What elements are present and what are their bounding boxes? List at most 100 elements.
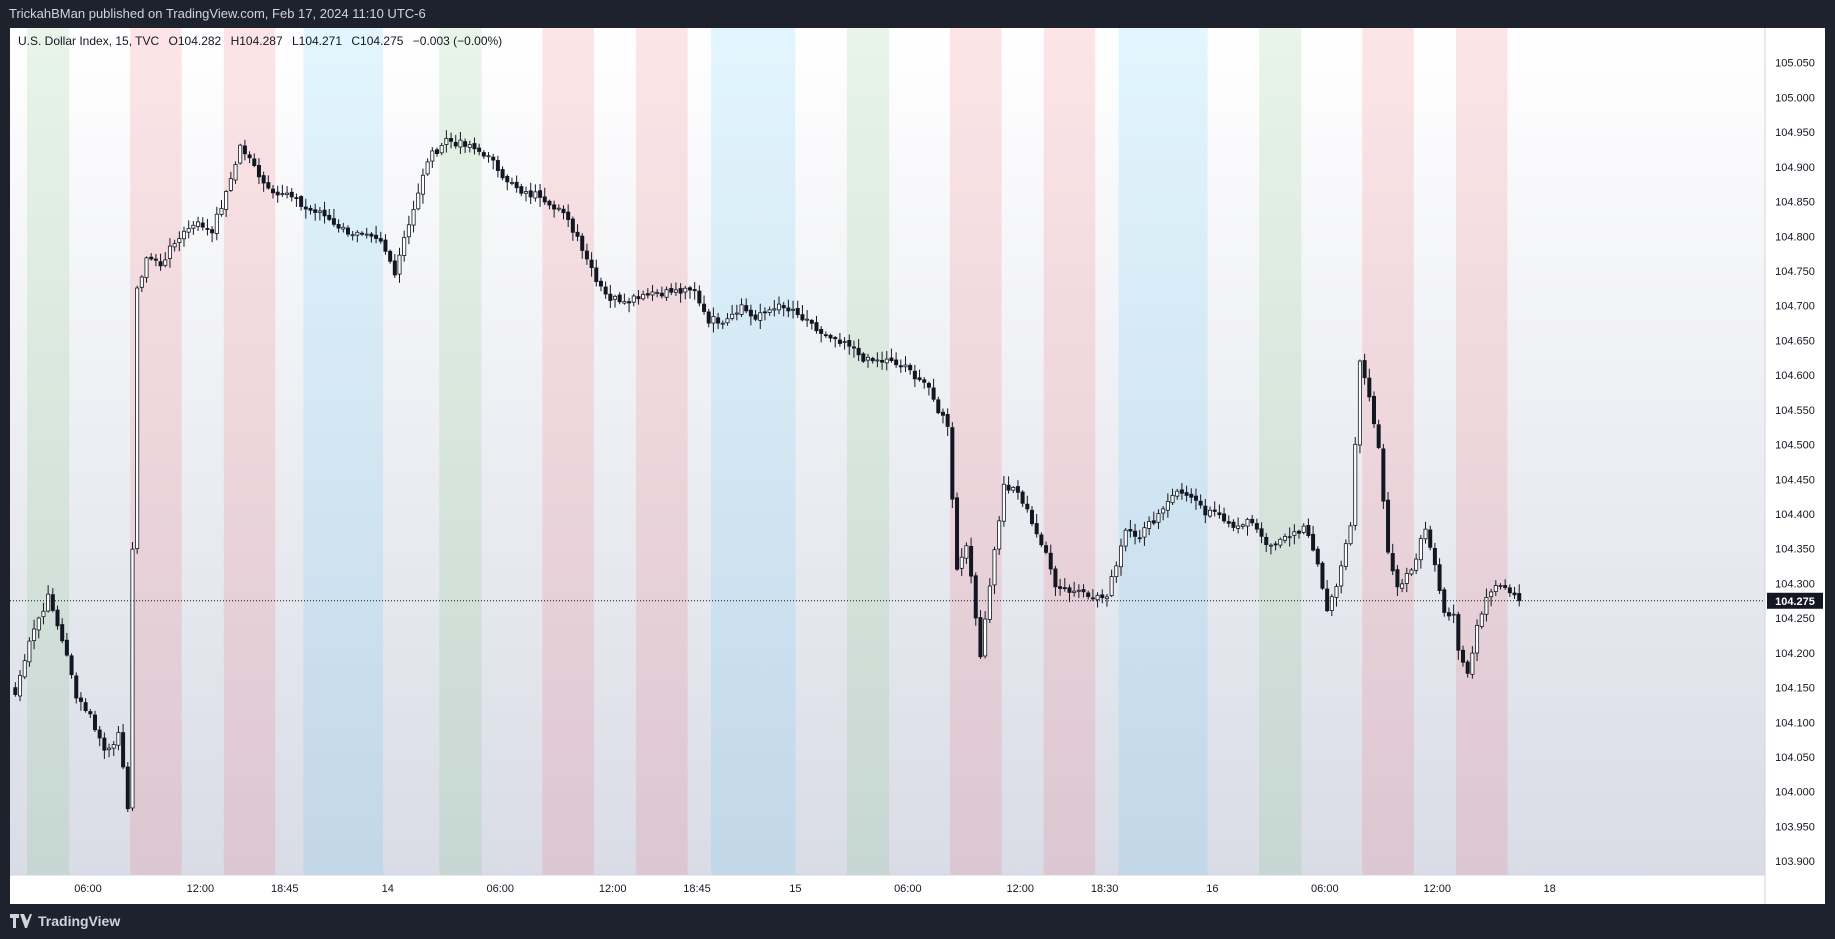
candle-down [481,152,486,157]
candle-down [1006,484,1011,491]
candle-up [1245,518,1250,527]
candle-up [1156,513,1161,523]
time-tick-label: 18 [1544,883,1556,895]
close-value: C104.275 [351,34,404,48]
candle-down [369,233,374,237]
candle-down [331,218,336,225]
session-zones [27,28,1508,875]
candle-down [388,250,393,262]
candle-down [1226,521,1231,524]
candle-up [46,593,51,612]
candle-down [1044,545,1049,553]
session-zone [223,28,276,875]
candle-down [1179,489,1184,494]
candle-down [716,317,721,324]
candle-down [477,147,482,152]
candle-up [1409,569,1414,575]
last-price-tag [1767,592,1823,609]
candle-up [730,313,735,319]
candle-up [1282,536,1287,541]
candle-down [299,196,304,207]
price-tick-label: 104.800 [1775,231,1815,243]
candle-up [341,226,346,230]
time-tick-label: 18:45 [683,883,711,895]
candle-up [1418,538,1423,561]
candle-down [242,145,247,155]
candle-up [191,224,196,229]
candle-up [1348,525,1353,545]
candle-down [1428,529,1433,548]
candle-down [69,655,74,676]
session-zone [1455,28,1508,875]
price-tick-label: 104.600 [1775,370,1815,382]
candle-up [613,295,618,300]
candle-up [280,193,285,196]
candle-up [1334,586,1339,598]
candle-up [1357,360,1362,446]
candle-up [1208,509,1213,517]
price-tick-label: 104.500 [1775,440,1815,452]
candle-down [1456,614,1461,651]
candle-down [1053,568,1058,588]
candle-up [411,208,416,226]
candle-up [1109,576,1114,597]
candle-down [552,204,557,210]
candle-down [1311,533,1316,551]
candle-up [1470,652,1475,675]
candle-up [1414,558,1419,571]
candle-down [1367,377,1372,398]
candle-down [50,594,55,611]
candle-down [64,639,69,656]
candle-up [317,210,322,213]
candle-down [1067,587,1072,593]
candle-down [360,232,365,235]
candle-down [1297,530,1302,534]
candle-down [1325,588,1330,612]
candle-up [997,520,1002,550]
candle-up [1072,590,1077,593]
candle-down [1058,586,1063,589]
candle-up [776,303,781,311]
candle-up [641,293,646,300]
candle-down [1217,512,1222,516]
candle-up [673,289,678,293]
candle-up [1147,521,1152,529]
price-tick-label: 104.150 [1775,683,1815,695]
candle-down [1507,587,1512,594]
candlestick-chart[interactable]: 104.275 105.050 105.000 104.950 104.900 104.… [10,28,1825,904]
candle-down [500,169,505,179]
candle-up [524,191,529,194]
candle-up [467,144,472,148]
price-tick-label: 104.300 [1775,578,1815,590]
candle-down [125,766,130,810]
candle-down [575,231,580,237]
candle-up [1301,525,1306,533]
high-value: H104.287 [230,34,283,48]
candle-down [1306,524,1311,536]
candle-down [1048,552,1053,570]
candle-up [350,234,355,237]
candle-down [748,309,753,317]
candle-up [402,237,407,256]
candle-down [1264,536,1269,545]
candle-down [266,182,271,189]
tradingview-brand[interactable]: TradingView [10,913,120,929]
change-value: −0.003 (−0.00%) [412,34,503,48]
candle-up [631,295,636,303]
chart-frame[interactable]: 104.275 105.050 105.000 104.950 104.900 104.… [10,28,1825,904]
candle-down [800,314,805,321]
candle-up [139,276,144,288]
last-price-line: 104.275 [10,592,1823,609]
candle-up [1170,494,1175,504]
candle-up [397,254,402,275]
candle-up [135,287,140,549]
candle-down [308,207,313,211]
price-tick-label: 104.900 [1775,162,1815,174]
candle-up [41,610,46,618]
candle-down [1390,553,1395,572]
candle-down [1137,537,1142,540]
candle-down [926,383,931,388]
candle-down [102,737,107,751]
candle-up [1175,490,1180,497]
candle-down [449,138,454,142]
